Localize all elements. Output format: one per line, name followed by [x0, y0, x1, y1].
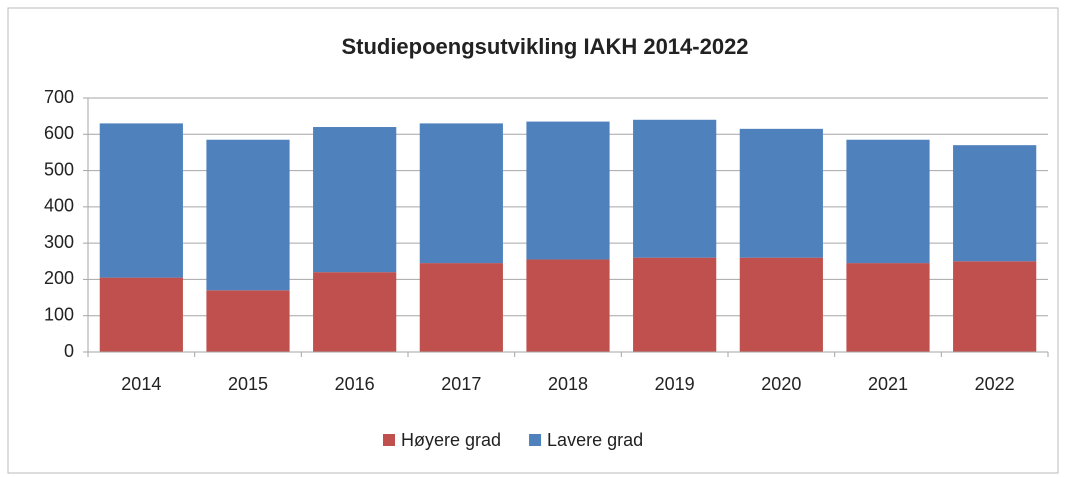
legend-label: Lavere grad: [547, 430, 643, 450]
y-tick-label: 200: [44, 268, 74, 288]
bar: [953, 261, 1037, 352]
y-tick-label: 100: [44, 304, 74, 324]
bar: [419, 123, 503, 264]
bar: [633, 119, 717, 258]
y-tick-label: 400: [44, 196, 74, 216]
bar: [526, 259, 610, 352]
y-tick-label: 300: [44, 232, 74, 252]
bar: [99, 277, 183, 352]
chart-title: Studiepoengsutvikling IAKH 2014-2022: [341, 34, 748, 59]
bar: [633, 257, 717, 352]
y-tick-label: 500: [44, 159, 74, 179]
x-tick-label: 2021: [868, 374, 908, 394]
legend-swatch: [383, 434, 395, 446]
x-tick-label: 2017: [441, 374, 481, 394]
bar: [739, 257, 823, 352]
bar: [526, 121, 610, 260]
x-tick-label: 2020: [761, 374, 801, 394]
bar: [846, 263, 930, 352]
bar: [206, 139, 290, 291]
legend-label: Høyere grad: [401, 430, 501, 450]
y-tick-label: 600: [44, 123, 74, 143]
legend-swatch: [529, 434, 542, 446]
bar: [313, 127, 397, 273]
bar: [739, 128, 823, 258]
bar: [313, 272, 397, 352]
x-tick-label: 2022: [975, 374, 1015, 394]
bar: [206, 290, 290, 352]
x-tick-label: 2016: [335, 374, 375, 394]
bar: [99, 123, 183, 278]
y-tick-label: 700: [44, 87, 74, 107]
x-tick-label: 2018: [548, 374, 588, 394]
bar: [846, 139, 930, 264]
x-tick-label: 2014: [121, 374, 161, 394]
bar: [953, 145, 1037, 262]
x-tick-label: 2015: [228, 374, 268, 394]
x-tick-label: 2019: [655, 374, 695, 394]
bar: [419, 263, 503, 352]
y-tick-label: 0: [64, 341, 74, 361]
